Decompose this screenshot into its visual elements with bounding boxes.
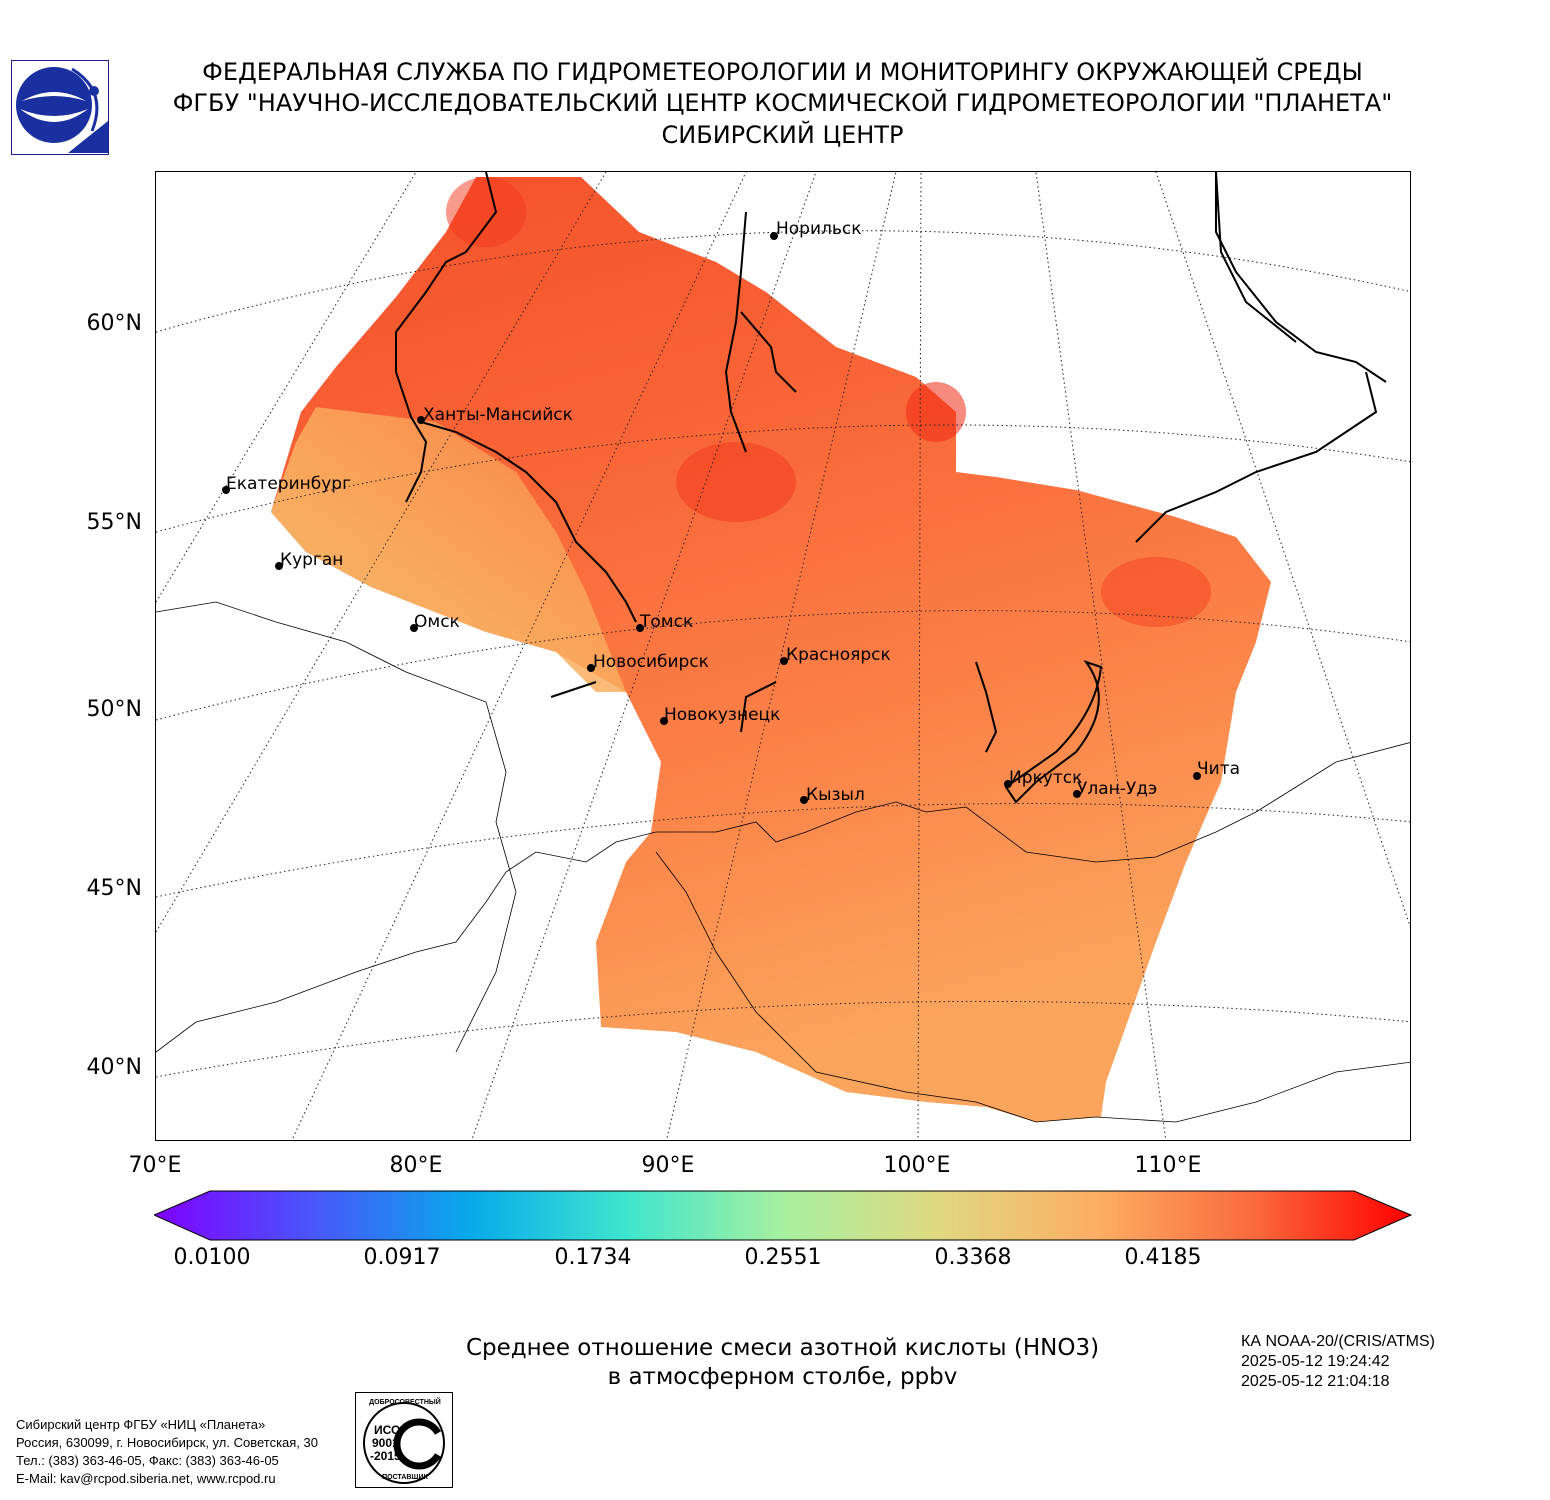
city-label-yekaterinburg: Екатеринбург xyxy=(226,474,352,494)
city-label-kurgan: Курган xyxy=(280,550,344,570)
satellite-info: КА NOAA-20/(CRIS/ATMS) 2025-05-12 19:24:… xyxy=(1241,1332,1435,1392)
iso-stamp-bottom-text: ПОСТАВЩИК xyxy=(382,1474,428,1481)
hno3-field xyxy=(271,177,1271,1122)
product-title-line-2: в атмосферном столбе, ppbv xyxy=(607,1364,958,1390)
iso-stamp-9001: 9001 xyxy=(372,1436,399,1450)
iso-9001-stamp: ДОБРОСОВЕСТНЫЙ ИСО 9001 -2015 ПОСТАВЩИК xyxy=(355,1392,453,1488)
city-label-novokuznetsk: Новокузнецк xyxy=(664,705,781,725)
borders xyxy=(156,601,1410,1123)
rivers xyxy=(395,172,1387,804)
city-label-khanty-mansiysk: Ханты-Мансийск xyxy=(423,405,573,425)
city-label-chita: Чита xyxy=(1197,759,1241,779)
map-canvas xyxy=(156,172,1410,1140)
colorbar-tick-1: 0.0917 xyxy=(363,1245,441,1270)
colorbar-tick-0: 0.0100 xyxy=(173,1245,251,1270)
footer-address: Сибирский центр ФГБУ «НИЦ «Планета» Росс… xyxy=(16,1416,318,1488)
iso-stamp-top-text: ДОБРОСОВЕСТНЫЙ xyxy=(369,1399,441,1406)
lat-label-40: 40°N xyxy=(86,1055,142,1080)
footer-address-line-2: Россия, 630099, г. Новосибирск, ул. Сове… xyxy=(16,1435,318,1450)
lon-label-80: 80°E xyxy=(389,1153,443,1178)
hno3-west-zone xyxy=(271,407,626,692)
map-frame: Норильск Ханты-Мансийск Екатеринбург Кур… xyxy=(155,171,1411,1141)
planeta-logo xyxy=(11,60,109,155)
footer-address-line-3: Тел.: (383) 363-46-05, Факс: (383) 363-4… xyxy=(16,1453,279,1468)
city-label-kyzyl: Кызыл xyxy=(806,785,865,805)
city-label-irkutsk: Иркутск xyxy=(1009,768,1083,788)
lat-label-45: 45°N xyxy=(86,876,142,901)
lat-label-50: 50°N xyxy=(86,697,142,722)
header-line-2: ФГБУ "НАУЧНО-ИССЛЕДОВАТЕЛЬСКИЙ ЦЕНТР КОС… xyxy=(172,89,1393,117)
city-label-krasnoyarsk: Красноярск xyxy=(786,645,891,665)
satellite-name: КА NOAA-20/(CRIS/ATMS) xyxy=(1241,1333,1435,1350)
header-line-1: ФЕДЕРАЛЬНАЯ СЛУЖБА ПО ГИДРОМЕТЕОРОЛОГИИ … xyxy=(202,58,1363,86)
iso-stamp-iso: ИСО xyxy=(374,1423,401,1437)
lon-label-110: 110°E xyxy=(1134,1153,1202,1178)
colorbar-tick-2: 0.1734 xyxy=(554,1245,632,1270)
footer-address-line-4: E-Mail: kav@rcpod.siberia.net, www.rcpod… xyxy=(16,1471,276,1486)
satellite-end-time: 2025-05-12 21:04:18 xyxy=(1241,1373,1390,1390)
lat-label-60: 60°N xyxy=(86,311,142,336)
city-label-tomsk: Томск xyxy=(640,612,694,632)
lon-label-100: 100°E xyxy=(883,1153,951,1178)
colorbar xyxy=(154,1190,1412,1241)
footer-address-line-1: Сибирский центр ФГБУ «НИЦ «Планета» xyxy=(16,1417,266,1432)
city-markers xyxy=(222,232,1201,804)
lon-label-90: 90°E xyxy=(641,1153,695,1178)
colorbar-tick-4: 0.3368 xyxy=(934,1245,1012,1270)
header-line-3: СИБИРСКИЙ ЦЕНТР xyxy=(661,121,904,149)
satellite-start-time: 2025-05-12 19:24:42 xyxy=(1241,1353,1390,1370)
city-label-ulan-ude: Улан-Удэ xyxy=(1077,779,1158,799)
product-title-line-1: Среднее отношение смеси азотной кислоты … xyxy=(465,1335,1100,1361)
city-label-omsk: Омск xyxy=(414,612,460,632)
graticule xyxy=(156,172,1410,1140)
lon-label-70: 70°E xyxy=(128,1153,182,1178)
city-label-novosibirsk: Новосибирск xyxy=(593,652,709,672)
city-label-norilsk: Норильск xyxy=(776,219,862,239)
colorbar-tick-5: 0.4185 xyxy=(1124,1245,1202,1270)
lat-label-55: 55°N xyxy=(86,510,142,535)
iso-stamp-2015: -2015 xyxy=(370,1449,401,1463)
colorbar-tick-3: 0.2551 xyxy=(744,1245,822,1270)
